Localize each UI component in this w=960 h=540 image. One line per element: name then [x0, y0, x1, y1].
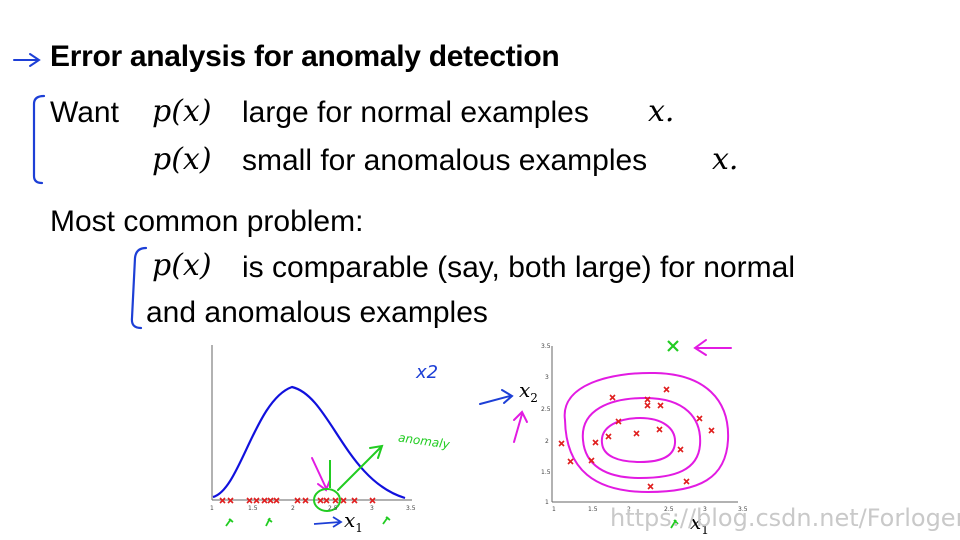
data-marker — [253, 497, 260, 504]
data-marker — [609, 394, 616, 401]
density-curve — [212, 385, 406, 500]
x2-axis-label: x2 — [519, 378, 538, 405]
tick-label: 3 — [703, 506, 707, 513]
magenta-pen-arrow — [513, 410, 528, 443]
line1-text: large for normal examples — [242, 96, 589, 129]
data-marker — [294, 497, 301, 504]
data-marker — [261, 497, 268, 504]
tick-label: 2.5 — [328, 505, 338, 512]
data-marker — [588, 457, 595, 464]
handwritten-x2: x2 — [416, 362, 439, 383]
tick-label: 3.5 — [738, 506, 748, 513]
data-marker — [267, 497, 274, 504]
green-pen-mark — [670, 519, 679, 529]
data-marker — [246, 497, 253, 504]
tick-label: 1.5 — [588, 506, 598, 513]
tick-label: 3.5 — [406, 505, 416, 512]
data-marker — [708, 427, 715, 434]
tick-label: 1 — [545, 499, 549, 506]
tick-label: 3.5 — [541, 343, 551, 350]
data-marker — [273, 497, 280, 504]
problem-text-continued: and anomalous examples — [146, 296, 488, 329]
data-marker — [302, 497, 309, 504]
data-marker — [332, 497, 339, 504]
data-marker — [633, 430, 640, 437]
data-marker — [317, 497, 324, 504]
data-marker — [605, 433, 612, 440]
data-marker — [567, 458, 574, 465]
line2-variable: x. — [712, 142, 739, 177]
slide-title: Error analysis for anomaly detection — [50, 40, 560, 73]
arrow-pen-icon — [13, 53, 41, 67]
x1-axis-label: x1 — [690, 510, 709, 537]
data-marker — [227, 497, 234, 504]
tick-label: 3 — [545, 374, 549, 381]
line1-variable: x. — [648, 94, 675, 129]
data-marker — [656, 426, 663, 433]
tick-label: 3 — [370, 505, 374, 512]
watermark-text: https://blog.csdn.net/Forlogen — [610, 504, 960, 532]
blue-pen-arrow — [479, 389, 514, 405]
anomaly-circle — [313, 488, 341, 512]
tick-label: 1.5 — [248, 505, 258, 512]
data-marker — [647, 483, 654, 490]
want-label: Want — [50, 96, 119, 129]
data-markers — [558, 386, 715, 490]
tick-label: 2.5 — [541, 406, 551, 413]
bracket-pen-stroke — [130, 246, 148, 330]
tick-label: 2 — [545, 438, 549, 445]
data-marker — [592, 439, 599, 446]
tick-label: 1.5 — [541, 469, 551, 476]
x1-axis-label: x1 — [344, 508, 363, 535]
data-marker — [323, 497, 330, 504]
prob-expression: p(x) — [152, 94, 212, 129]
contour-outer — [563, 371, 730, 494]
data-marker — [615, 418, 622, 425]
prob-expression: p(x) — [152, 142, 212, 177]
data-marker — [644, 402, 651, 409]
line2-text: small for anomalous examples — [242, 144, 648, 177]
green-pen-mark — [225, 518, 234, 527]
data-marker — [657, 402, 664, 409]
data-marker — [663, 386, 670, 393]
data-marker — [351, 497, 358, 504]
tick-label: 1 — [210, 505, 214, 512]
tick-label: 2 — [627, 506, 631, 513]
blue-pen-arrow — [313, 516, 343, 528]
green-pen-mark — [382, 516, 391, 525]
green-pen-mark — [265, 517, 273, 527]
contour-middle — [581, 396, 702, 480]
prob-expression: p(x) — [152, 248, 212, 283]
tick-label: 2 — [291, 505, 295, 512]
data-marker — [677, 446, 684, 453]
data-markers — [219, 497, 376, 504]
data-marker — [558, 440, 565, 447]
anomaly-marker — [667, 340, 679, 352]
green-pen-arrow — [337, 444, 384, 491]
problem-heading: Most common problem: — [50, 205, 364, 238]
contour-inner — [600, 416, 677, 464]
tick-label: 1 — [552, 506, 556, 513]
bracket-pen-stroke — [32, 94, 46, 185]
data-marker — [696, 415, 703, 422]
data-marker — [219, 497, 226, 504]
data-marker — [369, 497, 376, 504]
data-marker — [340, 497, 347, 504]
data-marker — [644, 396, 651, 403]
tick-label: 2.5 — [664, 506, 674, 513]
data-marker — [683, 478, 690, 485]
magenta-pen-arrow — [693, 339, 732, 356]
problem-text: is comparable (say, both large) for norm… — [242, 251, 796, 284]
